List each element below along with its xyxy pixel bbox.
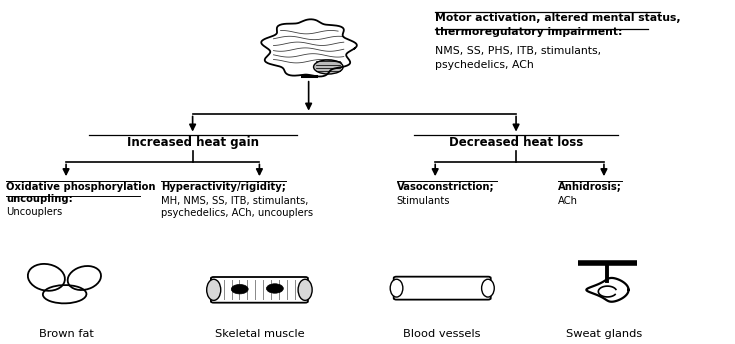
Text: Decreased heat loss: Decreased heat loss bbox=[449, 136, 583, 149]
FancyBboxPatch shape bbox=[211, 277, 308, 303]
Text: NMS, SS, PHS, ITB, stimulants,
psychedelics, ACh: NMS, SS, PHS, ITB, stimulants, psychedel… bbox=[435, 46, 601, 69]
FancyBboxPatch shape bbox=[394, 277, 491, 300]
Text: Motor activation, altered mental status,
thermoregulatory impairment:: Motor activation, altered mental status,… bbox=[435, 13, 681, 36]
Text: MH, NMS, SS, ITB, stimulants,
psychedelics, ACh, uncouplers: MH, NMS, SS, ITB, stimulants, psychedeli… bbox=[161, 196, 313, 218]
Ellipse shape bbox=[207, 279, 220, 300]
Text: Oxidative phosphorylation
uncoupling:: Oxidative phosphorylation uncoupling: bbox=[7, 182, 156, 204]
Text: Vasoconstriction;: Vasoconstriction; bbox=[396, 182, 494, 192]
Text: Uncouplers: Uncouplers bbox=[7, 207, 62, 217]
Ellipse shape bbox=[314, 60, 343, 74]
Text: Stimulants: Stimulants bbox=[396, 196, 450, 206]
Text: Hyperactivity/rigidity;: Hyperactivity/rigidity; bbox=[161, 182, 286, 192]
Text: ACh: ACh bbox=[559, 196, 578, 206]
Text: Sweat glands: Sweat glands bbox=[566, 329, 642, 339]
Ellipse shape bbox=[267, 284, 283, 293]
Ellipse shape bbox=[298, 279, 312, 300]
Text: Blood vessels: Blood vessels bbox=[404, 329, 481, 339]
Ellipse shape bbox=[232, 284, 248, 294]
Ellipse shape bbox=[390, 279, 403, 297]
Text: Anhidrosis;: Anhidrosis; bbox=[559, 182, 622, 192]
Text: Increased heat gain: Increased heat gain bbox=[126, 136, 259, 149]
Text: Brown fat: Brown fat bbox=[39, 329, 93, 339]
Ellipse shape bbox=[481, 279, 494, 297]
Text: Skeletal muscle: Skeletal muscle bbox=[215, 329, 304, 339]
